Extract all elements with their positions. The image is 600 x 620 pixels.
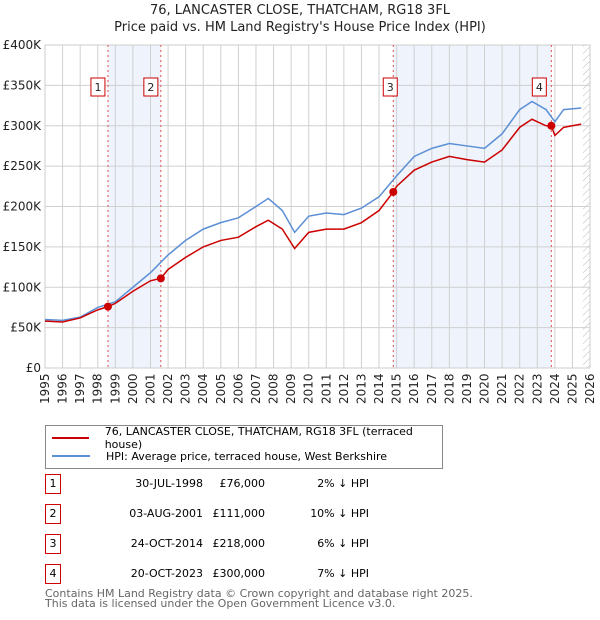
- chart-subtitle: Price paid vs. HM Land Registry's House …: [114, 20, 486, 35]
- sale-price: £300,000: [212, 567, 266, 580]
- x-tick-label: 1997: [73, 373, 87, 404]
- x-tick-label: 2024: [548, 373, 562, 404]
- x-tick-label: 2025: [565, 373, 579, 404]
- sale-number: 2: [45, 504, 61, 524]
- sale-price: £76,000: [219, 477, 266, 490]
- y-tick-label: £250K: [3, 159, 43, 173]
- y-tick-label: £0: [26, 361, 41, 375]
- x-tick-label: 2010: [302, 373, 316, 404]
- legend-item-property: 76, LANCASTER CLOSE, THATCHAM, RG18 3FL …: [46, 425, 442, 451]
- sale-row: 4 20-OCT-2023 £300,000 7% ↓ HPI: [45, 564, 445, 586]
- legend-label: 76, LANCASTER CLOSE, THATCHAM, RG18 3FL …: [104, 425, 413, 451]
- x-tick-label: 2015: [390, 373, 404, 404]
- sale-hpi-diff: 10% ↓ HPI: [310, 507, 369, 520]
- y-tick-label: £50K: [10, 321, 42, 335]
- sale-hpi-diff: 2% ↓ HPI: [317, 477, 369, 490]
- x-tick-label: 2006: [231, 373, 245, 404]
- x-tick-label: 2017: [425, 373, 439, 404]
- hpi-line: [44, 100, 582, 322]
- y-tick-label: £350K: [3, 78, 43, 92]
- x-tick-label: 1998: [91, 373, 105, 404]
- sale-date: 24-OCT-2014: [130, 537, 203, 550]
- sale-number: 4: [45, 564, 61, 584]
- y-tick-label: £400K: [3, 38, 43, 52]
- x-tick-label: 2014: [372, 373, 386, 404]
- chart-title: 76, LANCASTER CLOSE, THATCHAM, RG18 3FL: [149, 3, 451, 18]
- legend-item-hpi: HPI: Average price, terraced house, West…: [46, 447, 387, 465]
- x-tick-label: 2011: [319, 373, 333, 404]
- x-tick-label: 1996: [56, 373, 70, 404]
- x-tick-label: 2022: [513, 373, 527, 404]
- y-tick-label: £150K: [3, 240, 43, 254]
- sale-point: [103, 302, 112, 311]
- sale-row: 2 03-AUG-2001 £111,000 10% ↓ HPI: [45, 504, 445, 526]
- sale-label: 1: [94, 81, 101, 94]
- chart: 1995 1996 1997 1998 1999 2000 2001 2002 2003 2004…: [3, 38, 597, 404]
- x-tick-label: 2005: [214, 373, 228, 404]
- x-tick-label: 2019: [460, 373, 474, 404]
- sale-label: 4: [536, 81, 543, 94]
- sale-price: £111,000: [212, 507, 266, 520]
- x-tick-label: 2004: [196, 373, 210, 404]
- plot-frame: [44, 44, 591, 369]
- y-tick-label: £300K: [3, 119, 43, 133]
- sale-label-box: [90, 77, 106, 97]
- footer-line: Contains HM Land Registry data © Crown c…: [45, 587, 473, 600]
- x-tick-label: 2026: [583, 373, 597, 404]
- sale-hpi-diff: 6% ↓ HPI: [317, 537, 369, 550]
- legend: 76, LANCASTER CLOSE, THATCHAM, RG18 3FL …: [45, 425, 443, 469]
- sale-label: 2: [147, 81, 154, 94]
- price-paid-line: [44, 118, 582, 323]
- sale-point: [156, 274, 165, 283]
- legend-red-line: [52, 437, 89, 439]
- footer: Contains HM Land Registry data © Crown c…: [45, 587, 473, 610]
- x-tick-label: 2000: [126, 373, 140, 404]
- sale-label-box: [531, 77, 547, 97]
- legend-label: HPI: Average price, terraced house, West…: [106, 449, 388, 463]
- sale-row: 1 30-JUL-1998 £76,000 2% ↓ HPI: [45, 474, 445, 496]
- sale-label-box: [382, 77, 398, 97]
- sale-number: 3: [45, 534, 61, 554]
- x-tick-label: 2023: [530, 373, 544, 404]
- footer-line: This data is licensed under the Open Gov…: [45, 597, 396, 610]
- sale-date: 20-OCT-2023: [130, 567, 203, 580]
- y-tick-label: £100K: [3, 280, 43, 294]
- x-tick-label: 2001: [143, 373, 157, 404]
- x-tick-label: 2002: [161, 373, 175, 404]
- sale-point: [547, 121, 556, 130]
- x-tick-label: 2016: [407, 373, 421, 404]
- y-tick-label: £200K: [3, 200, 43, 214]
- x-tick-label: 1995: [38, 373, 52, 404]
- legend-blue-line: [52, 455, 90, 457]
- sale-hpi-diff: 7% ↓ HPI: [317, 567, 369, 580]
- sale-point: [389, 187, 398, 196]
- x-tick-label: 2013: [354, 373, 368, 404]
- sale-row: 3 24-OCT-2014 £218,000 6% ↓ HPI: [45, 534, 445, 556]
- x-tick-label: 2020: [478, 373, 492, 404]
- sale-number: 1: [45, 474, 61, 494]
- x-tick-label: 2021: [495, 373, 509, 404]
- x-tick-label: 2008: [267, 373, 281, 404]
- sale-date: 03-AUG-2001: [129, 507, 203, 520]
- x-tick-label: 2007: [249, 373, 263, 404]
- x-tick-label: 2018: [442, 373, 456, 404]
- x-tick-label: 1999: [108, 373, 122, 404]
- x-tick-label: 2012: [337, 373, 351, 404]
- sale-price: £218,000: [212, 537, 266, 550]
- sale-label-box: [143, 77, 159, 97]
- x-tick-label: 2009: [284, 373, 298, 404]
- sale-date: 30-JUL-1998: [135, 477, 203, 490]
- x-tick-label: 2003: [179, 373, 193, 404]
- sale-label: 3: [387, 81, 394, 94]
